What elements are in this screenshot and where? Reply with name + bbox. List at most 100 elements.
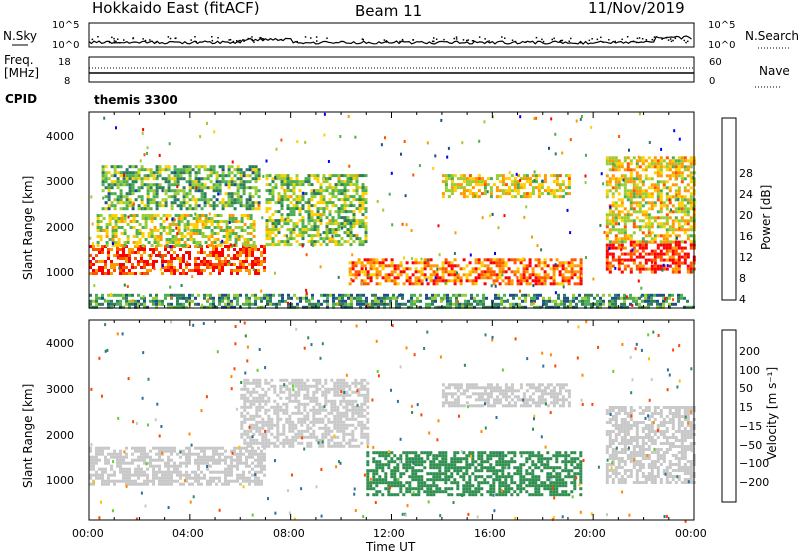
heatmap-cell: [307, 207, 311, 211]
heatmap-cell: [243, 214, 247, 217]
heatmap-cell: [507, 282, 511, 286]
heatmap-cell: [98, 251, 101, 254]
heatmap-cell: [686, 165, 690, 169]
heatmap-cell: [234, 226, 238, 229]
heatmap-cell: [122, 248, 125, 251]
heatmap-cell: [494, 252, 496, 255]
heatmap-cell: [195, 229, 199, 232]
heatmap-cell: [519, 279, 523, 283]
heatmap-cell: [307, 198, 311, 202]
heatmap-cell: [340, 183, 344, 187]
heatmap-cell: [638, 195, 642, 199]
heatmap-cell: [114, 229, 118, 232]
heatmap-cell: [683, 252, 687, 256]
heatmap-cell: [239, 266, 242, 269]
heatmap-cell: [245, 207, 249, 211]
noise-dot: [626, 36, 629, 38]
heatmap-cell: [165, 232, 169, 235]
heatmap-cell: [614, 305, 617, 309]
heatmap-cell: [155, 473, 158, 477]
heatmap-cell: [441, 180, 445, 184]
heatmap-cell: [233, 180, 237, 184]
heatmap-cell: [233, 464, 236, 468]
heatmap-cell: [304, 225, 308, 229]
heatmap-cell: [677, 210, 681, 214]
heatmap-cell: [273, 384, 277, 388]
heatmap-cell: [552, 264, 556, 268]
heatmap-cell: [671, 246, 675, 250]
heatmap-cell: [119, 449, 122, 453]
heatmap-cell: [212, 299, 215, 303]
power-ytick-1000: 1000: [46, 266, 74, 279]
heatmap-cell: [483, 189, 487, 193]
heatmap-cell: [686, 228, 690, 232]
heatmap-cell: [170, 452, 173, 456]
heatmap-cell: [248, 198, 252, 202]
heatmap-cell: [304, 177, 308, 181]
heatmap-cell: [179, 260, 182, 263]
heatmap-cell: [185, 171, 189, 175]
heatmap-cell: [143, 207, 147, 211]
heatmap-cell: [605, 237, 609, 241]
heatmap-cell: [234, 232, 238, 235]
heatmap-cell: [155, 446, 158, 450]
heatmap-cell: [221, 174, 225, 178]
heatmap-cell: [371, 293, 374, 297]
heatmap-cell: [116, 479, 119, 483]
heatmap-cell: [230, 177, 234, 181]
heatmap-cell: [349, 180, 353, 184]
heatmap-cell: [140, 245, 143, 248]
heatmap-cell: [113, 449, 116, 453]
heatmap-cell: [432, 282, 436, 286]
heatmap-cell: [680, 165, 684, 169]
heatmap-cell: [325, 204, 329, 208]
heatmap-cell: [337, 228, 341, 232]
heatmap-cell: [292, 213, 296, 217]
heatmap-cell: [108, 214, 112, 217]
heatmap-cell: [689, 228, 693, 232]
heatmap-cell: [122, 296, 125, 300]
heatmap-cell: [321, 405, 325, 409]
heatmap-cell: [304, 192, 308, 196]
heatmap-cell: [647, 156, 651, 160]
heatmap-cell: [301, 195, 305, 199]
heatmap-cell: [149, 464, 152, 468]
heatmap-cell: [119, 207, 123, 211]
heatmap-cell: [254, 263, 257, 266]
heatmap-cell: [221, 482, 224, 486]
heatmap-cell: [179, 482, 182, 486]
heatmap-cell: [617, 228, 621, 232]
heatmap-cell: [126, 223, 130, 226]
noise-dot: [315, 36, 318, 38]
heatmap-cell: [159, 232, 163, 235]
heatmap-cell: [276, 435, 280, 439]
heatmap-cell: [540, 261, 544, 265]
heatmap-cell: [99, 229, 103, 232]
heatmap-cell: [123, 232, 127, 235]
heatmap-cell: [364, 174, 368, 178]
heatmap-cell: [365, 267, 367, 271]
heatmap-cell: [453, 258, 457, 262]
heatmap-cell: [212, 195, 216, 199]
heatmap-cell: [617, 177, 621, 181]
heatmap-cell: [629, 204, 633, 208]
heatmap-cell: [540, 192, 544, 196]
heatmap-cell: [426, 261, 430, 265]
heatmap-cell: [631, 303, 634, 307]
heatmap-cell: [230, 165, 234, 169]
heatmap-cell: [671, 165, 675, 169]
heatmap-cell: [125, 177, 129, 181]
heatmap-cell: [128, 186, 132, 190]
heatmap-cell: [462, 177, 466, 181]
heatmap-cell: [549, 276, 553, 280]
heatmap-cell: [465, 273, 469, 277]
heatmap-cell: [468, 270, 472, 274]
heatmap-cell: [258, 378, 262, 382]
heatmap-cell: [213, 214, 217, 217]
heatmap-cell: [312, 411, 316, 415]
heatmap-cell: [96, 229, 100, 232]
heatmap-cell: [489, 195, 493, 199]
heatmap-cell: [249, 214, 253, 217]
heatmap-cell: [662, 204, 666, 208]
heatmap-cell: [677, 225, 681, 229]
